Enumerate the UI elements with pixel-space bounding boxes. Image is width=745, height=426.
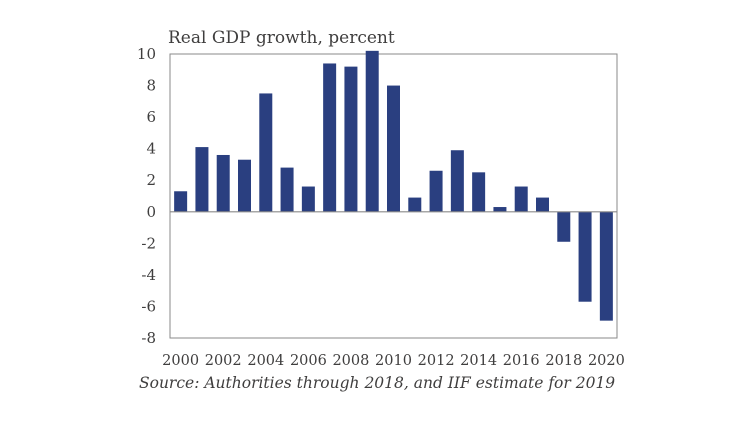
bar-2005 <box>280 167 294 212</box>
y-tick-label: 4 <box>146 140 156 158</box>
source-note: Source: Authorities through 2018, and II… <box>139 374 616 392</box>
bar-2017 <box>536 197 549 212</box>
bar-2020 <box>599 211 613 321</box>
bar-2010 <box>387 85 400 212</box>
bar-2011 <box>408 197 422 212</box>
x-tick-label: 2000 <box>162 353 199 369</box>
x-tick-label: 2002 <box>205 353 242 369</box>
x-tick-label: 2020 <box>588 353 625 369</box>
bar-2009 <box>365 50 379 212</box>
x-tick-label: 2006 <box>290 353 327 369</box>
x-tick-label: 2014 <box>460 353 497 369</box>
y-tick-label: -2 <box>141 234 156 252</box>
y-tick-label: 2 <box>146 171 156 189</box>
x-tick-label: 2016 <box>503 353 540 369</box>
y-tick-label: -8 <box>141 329 156 347</box>
bar-2013 <box>450 150 464 212</box>
bar-2007 <box>323 63 337 212</box>
x-tick-label: 2018 <box>545 353 582 369</box>
bar-2018 <box>557 211 571 242</box>
x-tick-label: 2008 <box>332 353 369 369</box>
bar-2001 <box>195 147 209 212</box>
y-tick-label: 0 <box>146 203 156 221</box>
bar-2002 <box>216 154 230 212</box>
y-tick-label: 6 <box>146 108 156 126</box>
plot-border <box>169 53 618 339</box>
bar-2004 <box>259 93 273 212</box>
x-tick-label: 2004 <box>247 353 284 369</box>
bar-2003 <box>238 159 251 212</box>
bar-2000 <box>174 191 188 212</box>
y-tick-label: -4 <box>141 266 156 284</box>
bar-2012 <box>429 170 443 212</box>
y-tick-label: 10 <box>137 45 156 63</box>
y-tick-label: -6 <box>141 297 156 315</box>
bar-2019 <box>578 211 592 302</box>
bar-2014 <box>472 172 486 212</box>
bar-2015 <box>493 207 507 212</box>
y-tick-label: 8 <box>146 77 156 95</box>
bar-2016 <box>514 186 528 212</box>
x-tick-label: 2012 <box>418 353 455 369</box>
x-tick-label: 2010 <box>375 353 412 369</box>
bar-2006 <box>301 186 315 212</box>
chart-title: Real GDP growth, percent <box>168 28 395 48</box>
bar-2008 <box>344 66 358 212</box>
